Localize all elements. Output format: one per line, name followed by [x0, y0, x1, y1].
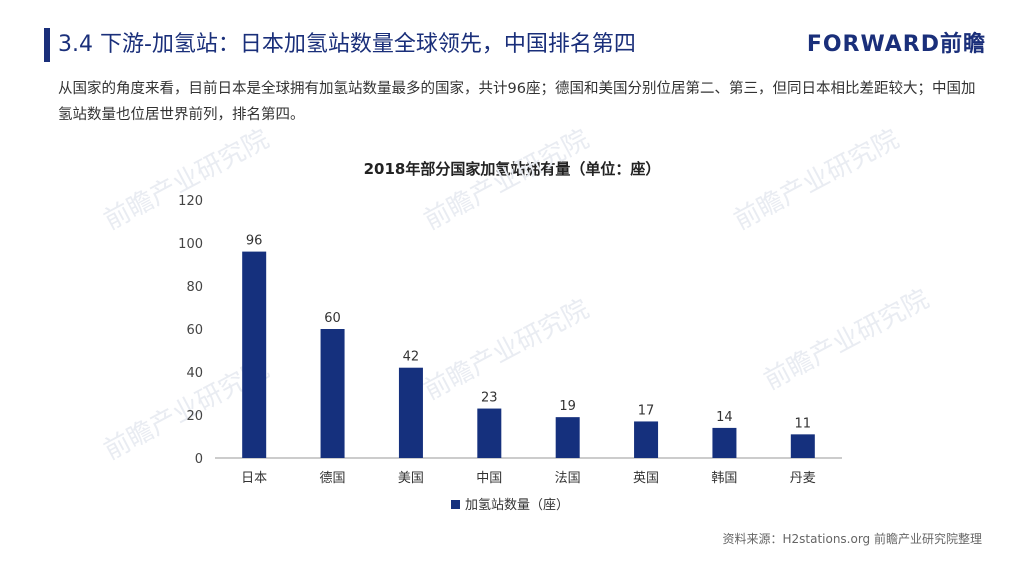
x-tick-label: 法国 [555, 471, 581, 486]
watermark-text: 前瞻产业研究院 [419, 124, 594, 236]
x-tick-label: 英国 [633, 471, 659, 486]
bar-value-label: 17 [638, 403, 655, 418]
y-tick-label: 60 [186, 323, 203, 338]
bar-value-label: 14 [716, 410, 733, 425]
x-tick-label: 德国 [320, 471, 346, 486]
intro-paragraph: 从国家的角度来看，目前日本是全球拥有加氢站数量最多的国家，共计96座；德国和美国… [58, 81, 976, 123]
bar-value-label: 42 [403, 350, 420, 365]
bar [555, 417, 580, 458]
bar-value-label: 11 [795, 416, 812, 431]
watermark-text: 前瞻产业研究院 [419, 294, 594, 406]
bars [242, 251, 815, 458]
y-tick-label: 80 [186, 280, 203, 295]
x-tick-label: 美国 [398, 471, 424, 486]
bar [242, 251, 267, 458]
title-accent-bar [44, 28, 50, 62]
y-tick-label: 100 [178, 237, 203, 252]
x-tick-label: 日本 [241, 471, 267, 486]
bar-value-label: 96 [246, 234, 263, 249]
bar [634, 421, 659, 458]
watermark-text: 前瞻产业研究院 [759, 284, 934, 396]
chart-title: 2018年部分国家加氢站拥有量（单位：座） [363, 160, 661, 178]
x-tick-label: 中国 [476, 471, 502, 486]
bar-value-label: 60 [324, 311, 341, 326]
bar [477, 408, 502, 458]
watermark-text: 前瞻产业研究院 [99, 124, 274, 236]
legend-label: 加氢站数量（座） [465, 498, 569, 513]
bar-value-labels: 96 60 42 23 19 17 14 11 [246, 234, 811, 432]
y-tick-label: 20 [186, 409, 203, 424]
bar [398, 367, 423, 458]
y-tick-label: 0 [195, 452, 203, 467]
x-tick-label: 韩国 [711, 471, 737, 486]
y-tick-label: 120 [178, 194, 203, 209]
bar-value-label: 19 [559, 399, 576, 414]
bar [712, 427, 737, 458]
x-tick-labels: 日本 德国 美国 中国 法国 英国 韩国 丹麦 [241, 471, 816, 486]
bar [320, 329, 345, 458]
page-title: 3.4 下游-加氢站：日本加氢站数量全球领先，中国排名第四 [58, 32, 636, 57]
brand-logo: FORWARD前瞻 [806, 32, 986, 57]
x-tick-label: 丹麦 [790, 471, 816, 486]
source-note: 资料来源：H2stations.org 前瞻产业研究院整理 [722, 532, 982, 546]
y-tick-labels: 0 20 40 60 80 100 120 [178, 194, 203, 467]
watermark-text: 前瞻产业研究院 [729, 124, 904, 236]
legend-swatch [451, 500, 460, 509]
y-tick-label: 40 [186, 366, 203, 381]
bar-value-label: 23 [481, 391, 498, 406]
bar [790, 434, 815, 458]
chart-legend: 加氢站数量（座） [451, 498, 569, 513]
